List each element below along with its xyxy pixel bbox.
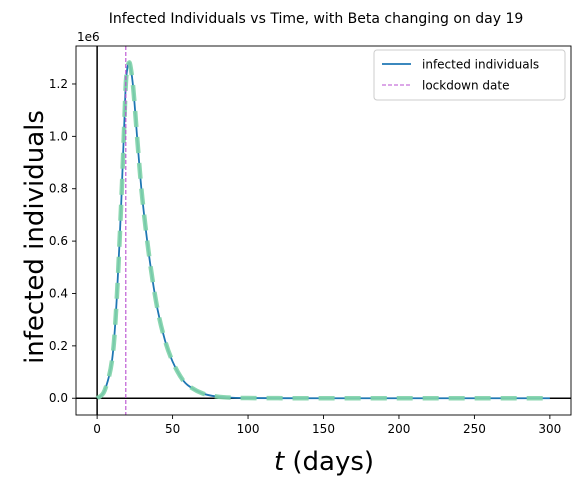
y-tick-label: 0.0 [49, 391, 68, 405]
legend-box [373, 49, 566, 101]
plot-area [76, 46, 571, 415]
legend: infected individuals lockdown date [373, 49, 566, 101]
legend-label-infected: infected individuals [422, 58, 539, 72]
series-model-dashed-line [95, 60, 550, 401]
x-tick-label: 300 [538, 422, 561, 436]
x-tick-label: 100 [237, 422, 260, 436]
y-tick-label: 1.2 [49, 77, 68, 91]
y-tick-label: 0.4 [49, 286, 68, 300]
y-tick-label: 0.2 [49, 339, 68, 353]
x-tick-label: 0 [93, 422, 101, 436]
x-axis-ticks: 0 50 100 150 200 250 300 [93, 415, 561, 436]
y-offset-text: 1e6 [77, 30, 100, 44]
y-axis-ticks: 0.0 0.2 0.4 0.6 0.8 1.0 1.2 [49, 77, 76, 405]
y-axis-label: infected individuals [20, 110, 50, 364]
x-axis-label: t (days) [274, 447, 374, 477]
y-tick-label: 0.8 [49, 182, 68, 196]
x-axis-label-unit: (days) [284, 447, 374, 477]
x-axis-label-variable: t [274, 447, 285, 477]
legend-label-lockdown: lockdown date [422, 79, 509, 93]
x-tick-label: 250 [463, 422, 486, 436]
y-tick-label: 1.0 [49, 129, 68, 143]
chart-title: Infected Individuals vs Time, with Beta … [109, 11, 524, 27]
y-tick-label: 0.6 [49, 234, 68, 248]
x-tick-label: 50 [165, 422, 180, 436]
x-tick-label: 200 [388, 422, 411, 436]
axes-frame [75, 45, 572, 416]
x-tick-label: 150 [312, 422, 335, 436]
